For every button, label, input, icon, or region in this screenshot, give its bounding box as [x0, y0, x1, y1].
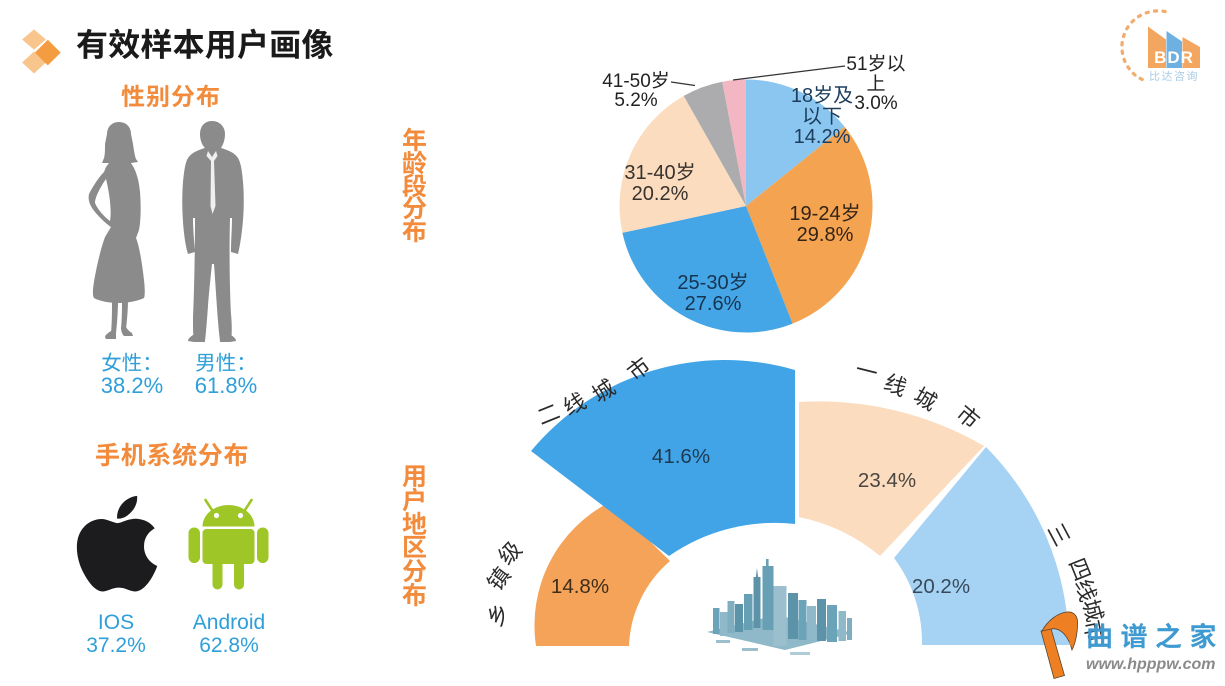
svg-text:BDR: BDR	[1154, 48, 1194, 67]
